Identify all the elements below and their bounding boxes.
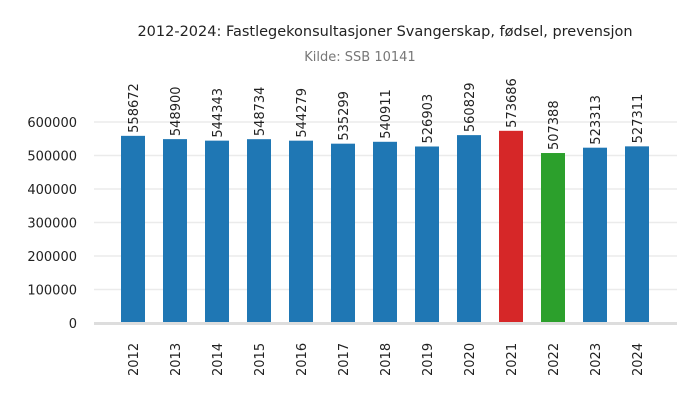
x-tick-label: 2012 [127,343,142,376]
x-tick-label: 2018 [379,343,394,376]
data-label: 527311 [631,94,646,144]
y-tick-label: 200000 [27,250,77,265]
data-label: 560829 [463,82,478,132]
y-tick-label: 100000 [27,284,77,299]
bar-2017 [331,143,355,323]
data-label: 526903 [421,94,436,144]
chart-subtitle: Kilde: SSB 10141 [304,50,415,65]
y-tick-label: 0 [69,317,77,332]
y-tick-label: 500000 [27,150,77,165]
data-label: 558672 [127,83,142,133]
bar-2016 [289,140,313,323]
bar-2022 [541,153,565,323]
data-label: 523313 [589,95,604,145]
bar-2020 [457,135,481,323]
x-tick-label: 2019 [421,343,436,376]
x-tick-label: 2014 [211,343,226,376]
y-tick-label: 600000 [27,116,77,131]
data-label: 540911 [379,89,394,139]
data-label: 544343 [211,88,226,138]
data-label: 535299 [337,91,352,141]
x-tick-label: 2022 [547,343,562,376]
x-tick-label: 2015 [253,343,268,376]
data-label: 548734 [253,87,268,137]
bar-2018 [373,141,397,323]
bar-2023 [583,147,607,323]
bar-2012 [121,135,145,323]
bar-2014 [205,140,229,323]
x-tick-label: 2024 [631,343,646,376]
data-label: 507388 [547,100,562,150]
bar-2019 [415,146,439,323]
chart-title: 2012-2024: Fastlegekonsultasjoner Svange… [137,24,632,40]
bar-2013 [163,139,187,323]
bar-2021 [499,130,523,323]
x-tick-label: 2017 [337,343,352,376]
y-tick-label: 400000 [27,183,77,198]
bar-2015 [247,139,271,323]
x-tick-label: 2021 [505,343,520,376]
x-tick-label: 2020 [463,343,478,376]
x-tick-label: 2016 [295,343,310,376]
data-label: 548900 [169,86,184,136]
y-tick-label: 300000 [27,217,77,232]
data-label: 573686 [505,78,520,128]
data-label: 544279 [295,88,310,138]
x-tick-label: 2023 [589,343,604,376]
x-tick-label: 2013 [169,343,184,376]
bar-2024 [625,146,649,323]
